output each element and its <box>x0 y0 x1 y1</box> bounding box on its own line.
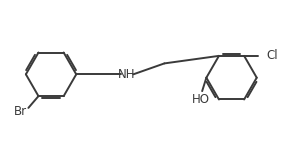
Text: HO: HO <box>191 93 210 106</box>
Text: NH: NH <box>118 68 135 81</box>
Text: Cl: Cl <box>266 49 278 62</box>
Text: Br: Br <box>13 105 26 118</box>
